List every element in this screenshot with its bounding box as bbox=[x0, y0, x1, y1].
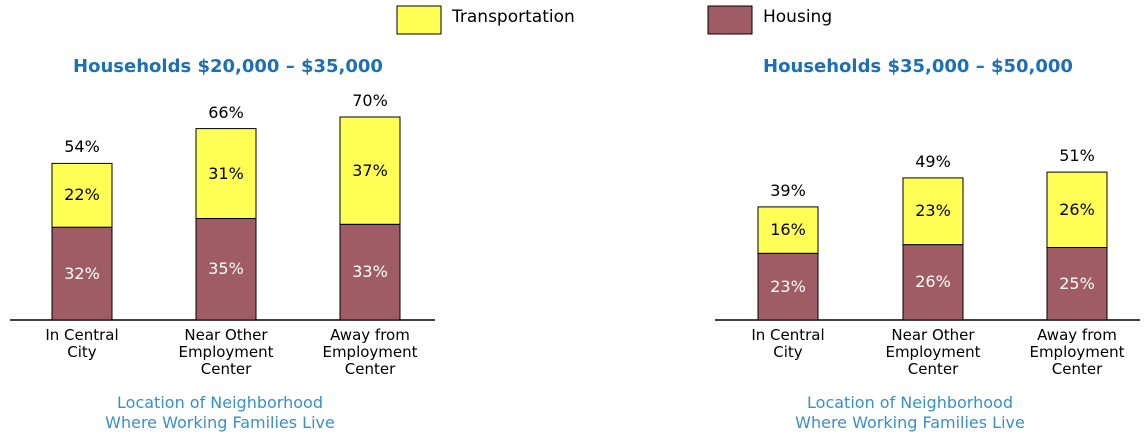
bar-segment bbox=[195, 128, 257, 220]
value-label: 32% bbox=[64, 263, 100, 283]
value-label: 23% bbox=[915, 201, 951, 221]
value-label: 33% bbox=[352, 262, 388, 282]
legend-label: Housing bbox=[763, 7, 833, 27]
bar-segment bbox=[195, 218, 257, 321]
value-label: 22% bbox=[64, 185, 100, 205]
total-label: 51% bbox=[1059, 146, 1095, 166]
value-label: 26% bbox=[1059, 199, 1095, 219]
legend-swatch bbox=[396, 5, 442, 35]
total-label: 49% bbox=[915, 151, 951, 171]
value-label: 31% bbox=[208, 163, 244, 183]
x-axis-title: Where Working Families Live bbox=[795, 413, 1025, 432]
legend-label: Transportation bbox=[452, 7, 575, 27]
bar-segment bbox=[757, 206, 819, 254]
total-label: 70% bbox=[352, 91, 388, 110]
bar-segment bbox=[51, 162, 113, 228]
value-label: 25% bbox=[1059, 273, 1095, 293]
x-tick-label: In Central City bbox=[751, 326, 825, 361]
chart-title: Households $20,000 – $35,000 bbox=[73, 56, 383, 77]
legend-swatch bbox=[707, 5, 753, 35]
total-label: 39% bbox=[770, 180, 806, 200]
x-tick-label: Near Other Employment Center bbox=[885, 326, 981, 378]
bar-segment bbox=[1046, 171, 1108, 249]
bar-segment bbox=[902, 177, 964, 246]
bar-segment bbox=[1046, 247, 1108, 321]
x-tick-label: Near Other Employment Center bbox=[178, 326, 274, 378]
bar-segment bbox=[902, 244, 964, 321]
value-label: 35% bbox=[208, 259, 244, 279]
x-axis-title: Location of Neighborhood bbox=[807, 393, 1013, 412]
x-tick-label: In Central City bbox=[45, 326, 119, 361]
value-label: 26% bbox=[915, 272, 951, 292]
total-label: 54% bbox=[64, 137, 100, 157]
x-axis-title: Where Working Families Live bbox=[105, 413, 335, 432]
value-label: 37% bbox=[352, 160, 388, 180]
value-label: 23% bbox=[770, 276, 806, 296]
bar-segment bbox=[757, 252, 819, 321]
x-axis-title: Location of Neighborhood bbox=[117, 393, 323, 412]
x-tick-label: Away from Employment Center bbox=[1029, 326, 1125, 378]
total-label: 66% bbox=[208, 102, 244, 122]
chart-title: Households $35,000 – $50,000 bbox=[763, 56, 1073, 77]
bar-segment bbox=[339, 116, 401, 225]
x-tick-label: Away from Employment Center bbox=[322, 326, 418, 378]
value-label: 16% bbox=[770, 220, 806, 240]
bar-segment bbox=[339, 223, 401, 321]
